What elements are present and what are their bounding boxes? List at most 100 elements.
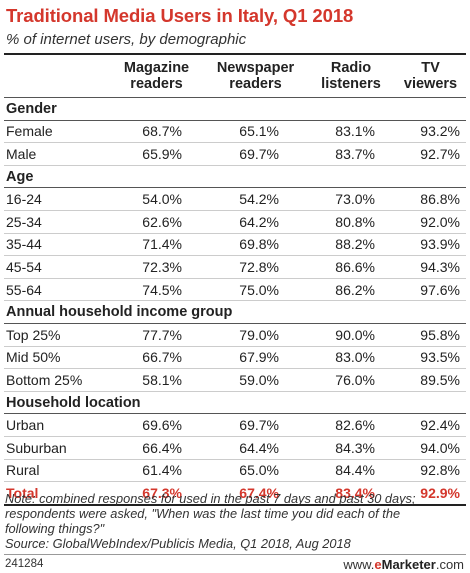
- table-row: 16-24 54.0% 54.2% 73.0% 86.8%: [4, 187, 466, 211]
- row-label: Suburban: [4, 436, 109, 460]
- cell-value: 69.7%: [204, 413, 307, 437]
- cell-value: 95.8%: [395, 323, 466, 347]
- cell-value: 86.8%: [395, 187, 466, 211]
- cell-value: 94.3%: [395, 255, 466, 279]
- total-value: 92.9%: [395, 481, 466, 506]
- cell-value: 92.7%: [395, 142, 466, 166]
- chart-id: 241284: [5, 558, 44, 570]
- table-row: 25-34 62.6% 64.2% 80.8% 92.0%: [4, 210, 466, 234]
- cell-value: 54.2%: [204, 187, 307, 211]
- table-row: Bottom 25% 58.1% 59.0% 76.0% 89.5%: [4, 368, 466, 392]
- cell-value: 82.6%: [307, 413, 395, 437]
- row-label: Mid 50%: [4, 346, 109, 370]
- brand-e: e: [374, 557, 382, 572]
- row-label: Male: [4, 142, 109, 166]
- group-header-row: Annual household income group: [4, 300, 466, 324]
- cell-value: 93.2%: [395, 120, 466, 144]
- table-row: Female 68.7% 65.1% 83.1% 93.2%: [4, 120, 466, 144]
- chart-subtitle: % of internet users, by demographic: [6, 31, 247, 48]
- cell-value: 83.1%: [307, 120, 395, 144]
- cell-value: 65.1%: [204, 120, 307, 144]
- column-header: Magazine readers: [109, 55, 204, 98]
- cell-value: 54.0%: [109, 187, 204, 211]
- cell-value: 66.4%: [109, 436, 204, 460]
- row-label: 45-54: [4, 255, 109, 279]
- header-corner: [4, 55, 109, 98]
- chart-title: Traditional Media Users in Italy, Q1 201…: [6, 5, 354, 26]
- cell-value: 80.8%: [307, 210, 395, 234]
- group-label: Annual household income group: [4, 300, 466, 324]
- cell-value: 61.4%: [109, 459, 204, 483]
- cell-value: 71.4%: [109, 233, 204, 257]
- cell-value: 69.8%: [204, 233, 307, 257]
- cell-value: 83.0%: [307, 346, 395, 370]
- cell-value: 92.0%: [395, 210, 466, 234]
- cell-value: 66.7%: [109, 346, 204, 370]
- row-label: 35-44: [4, 233, 109, 257]
- table-row: Top 25% 77.7% 79.0% 90.0% 95.8%: [4, 323, 466, 347]
- cell-value: 93.9%: [395, 233, 466, 257]
- cell-value: 83.7%: [307, 142, 395, 166]
- cell-value: 75.0%: [204, 278, 307, 302]
- table-row: Suburban 66.4% 64.4% 84.3% 94.0%: [4, 436, 466, 460]
- brand-name: Marketer: [381, 557, 436, 572]
- note-line: respondents were asked, "When was the la…: [5, 506, 401, 521]
- column-header: Newspaper readers: [204, 55, 307, 98]
- cell-value: 65.9%: [109, 142, 204, 166]
- row-label: 25-34: [4, 210, 109, 234]
- total-value: 83.4%: [307, 481, 395, 506]
- cell-value: 59.0%: [204, 368, 307, 392]
- cell-value: 64.4%: [204, 436, 307, 460]
- cell-value: 86.6%: [307, 255, 395, 279]
- cell-value: 76.0%: [307, 368, 395, 392]
- cell-value: 62.6%: [109, 210, 204, 234]
- cell-value: 65.0%: [204, 459, 307, 483]
- cell-value: 77.7%: [109, 323, 204, 347]
- footer: 241284 www.eMarketer.com: [4, 554, 466, 573]
- cell-value: 72.3%: [109, 255, 204, 279]
- source-line: Source: GlobalWebIndex/Publicis Media, Q…: [5, 536, 351, 551]
- cell-value: 79.0%: [204, 323, 307, 347]
- group-header-row: Gender: [4, 97, 466, 121]
- cell-value: 73.0%: [307, 187, 395, 211]
- total-row: Total 67.3% 67.4% 83.4% 92.9%: [4, 481, 466, 506]
- total-label: Total: [4, 481, 109, 506]
- cell-value: 88.2%: [307, 233, 395, 257]
- total-value: 67.4%: [204, 481, 307, 506]
- note-line: following things?": [5, 521, 105, 536]
- cell-value: 93.5%: [395, 346, 466, 370]
- table-row: 45-54 72.3% 72.8% 86.6% 94.3%: [4, 255, 466, 279]
- column-header: Radio listeners: [307, 55, 395, 98]
- cell-value: 64.2%: [204, 210, 307, 234]
- cell-value: 86.2%: [307, 278, 395, 302]
- group-label: Gender: [4, 97, 466, 121]
- total-value: 67.3%: [109, 481, 204, 506]
- brand-suffix: .com: [435, 557, 464, 572]
- note-line: Note: combined responses for used in the…: [5, 491, 416, 506]
- group-label: Age: [4, 164, 466, 189]
- cell-value: 89.5%: [395, 368, 466, 392]
- cell-value: 97.6%: [395, 278, 466, 302]
- table-row: Urban 69.6% 69.7% 82.6% 92.4%: [4, 413, 466, 437]
- table-row: Male 65.9% 69.7% 83.7% 92.7%: [4, 142, 466, 166]
- cell-value: 74.5%: [109, 278, 204, 302]
- row-label: Top 25%: [4, 323, 109, 347]
- notes-block: Note: combined responses for used in the…: [5, 491, 465, 551]
- row-label: 16-24: [4, 187, 109, 211]
- cell-value: 92.4%: [395, 413, 466, 437]
- table-row: Rural 61.4% 65.0% 84.4% 92.8%: [4, 459, 466, 483]
- cell-value: 84.4%: [307, 459, 395, 483]
- table-body: Gender Female 68.7% 65.1% 83.1% 93.2% Male 65.9…: [4, 97, 466, 506]
- brand-logo: www.eMarketer.com: [343, 557, 464, 572]
- row-label: Urban: [4, 413, 109, 437]
- brand-prefix: www.: [343, 557, 375, 572]
- cell-value: 67.9%: [204, 346, 307, 370]
- cell-value: 58.1%: [109, 368, 204, 392]
- cell-value: 68.7%: [109, 120, 204, 144]
- cell-value: 84.3%: [307, 436, 395, 460]
- cell-value: 90.0%: [307, 323, 395, 347]
- column-header: TV viewers: [395, 55, 466, 98]
- cell-value: 94.0%: [395, 436, 466, 460]
- data-table: Magazine readers Newspaper readers Radio…: [4, 55, 466, 506]
- cell-value: 92.8%: [395, 459, 466, 483]
